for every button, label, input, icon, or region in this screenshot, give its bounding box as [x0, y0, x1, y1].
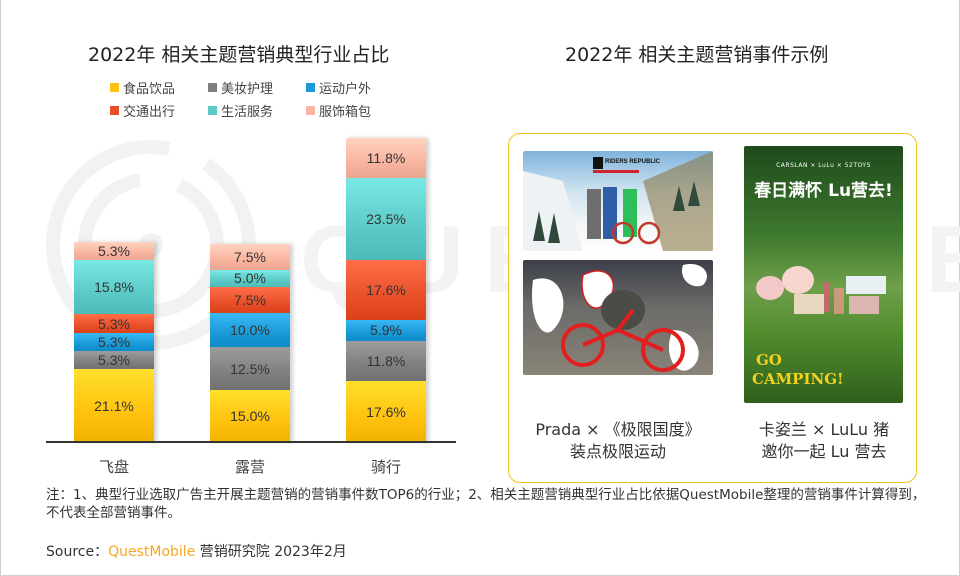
- bar-segment: 7.5%: [210, 286, 290, 313]
- legend-item: 运动户外: [306, 79, 404, 97]
- x-axis-label: 骑行: [370, 458, 401, 476]
- bar-segment: 15.0%: [210, 390, 290, 442]
- legend-label: 生活服务: [221, 105, 274, 120]
- legend-swatch-icon: [306, 83, 315, 92]
- legend-label: 美妆护理: [221, 82, 274, 97]
- legend-label: 运动户外: [319, 82, 372, 97]
- bar-segment: 7.5%: [210, 243, 290, 270]
- poster-products: [754, 266, 894, 321]
- poster-camping: CAMPING!: [752, 370, 844, 388]
- chart-legend: 食品饮品 美妆护理 运动户外交通出行 生活服务 服饰箱包: [110, 79, 410, 120]
- bar-segment: 5.3%: [74, 350, 154, 370]
- stacked-bar: 17.6% 11.8% 5.9% 17.6% 23.5% 11.8%: [346, 137, 426, 442]
- bar-segment: 12.5%: [210, 347, 290, 391]
- stacked-bar: 15.0% 12.5% 10.0% 7.5% 5.0% 7.5%: [210, 243, 290, 442]
- bar-segment: 15.8%: [74, 259, 154, 315]
- legend-item: 生活服务: [208, 102, 306, 120]
- legend-swatch-icon: [208, 106, 217, 115]
- legend-swatch-icon: [306, 106, 315, 115]
- riders-republic-logo: RIDERS REPUBLIC: [605, 159, 661, 165]
- legend-item: 服饰箱包: [306, 102, 404, 120]
- bar-segment: 10.0%: [210, 312, 290, 348]
- poster-headline: 春日满怀 Lu营去!: [754, 181, 893, 201]
- example-caption-carslan: 卡姿兰 × LuLu 猪 邀你一起 Lu 营去: [758, 420, 890, 461]
- legend-swatch-icon: [110, 106, 119, 115]
- legend-label: 食品饮品: [123, 82, 176, 97]
- carslan-lulu-poster-image: CARSLAN × LuLu × 52TOYS 春日满怀 Lu营去! GO CA…: [744, 146, 903, 403]
- bar-segment: 17.6%: [346, 259, 426, 321]
- legend-label: 服饰箱包: [319, 105, 372, 120]
- x-axis-label: 露营: [234, 458, 265, 476]
- chart-title: 2022年 相关主题营销典型行业占比: [88, 44, 390, 66]
- stacked-bar: 21.1% 5.3% 5.3% 5.3% 15.8% 5.3%: [74, 241, 154, 442]
- legend-item: 美妆护理: [208, 79, 306, 97]
- bar-segment: 17.6%: [346, 381, 426, 442]
- legend-item: 食品饮品: [110, 79, 208, 97]
- riders-republic-image: RIDERS REPUBLIC: [523, 151, 713, 251]
- prada-bike-image: [523, 260, 713, 375]
- source-suffix: 营销研究院 2023年2月: [195, 544, 347, 560]
- examples-card: RIDERS REPUBLIC CARSLAN × LuLu × 52TOYS …: [508, 133, 917, 483]
- footnote: 注：1、典型行业选取广告主开展主题营销的营销事件数TOP6的行业；2、相关主题营…: [46, 487, 926, 521]
- poster-go: GO: [756, 351, 782, 369]
- bar-segment: 23.5%: [346, 178, 426, 260]
- bar-segment: 5.3%: [74, 241, 154, 260]
- source-prefix: Source：: [46, 544, 109, 560]
- examples-title: 2022年 相关主题营销事件示例: [565, 44, 829, 66]
- legend-label: 交通出行: [123, 105, 176, 120]
- bar-segment: 11.8%: [346, 340, 426, 382]
- bar-segment: 11.8%: [346, 137, 426, 179]
- x-axis-line: [46, 441, 456, 443]
- legend-swatch-icon: [110, 83, 119, 92]
- legend-swatch-icon: [208, 83, 217, 92]
- bar-segment: 5.3%: [74, 332, 154, 351]
- bar-segment: 21.1%: [74, 369, 154, 442]
- bar-segment: 5.9%: [346, 320, 426, 341]
- stacked-bar-chart: 21.1% 5.3% 5.3% 5.3% 15.8% 5.3% 15.0% 12.5% 10.0…: [46, 120, 456, 442]
- example-caption-prada: Prada × 《极限国度》 装点极限运动: [535, 420, 701, 461]
- bar-segment: 5.3%: [74, 314, 154, 333]
- source-line: Source：QuestMobile 营销研究院 2023年2月: [46, 541, 347, 561]
- bar-segment: 5.0%: [210, 269, 290, 287]
- legend-item: 交通出行: [110, 102, 208, 120]
- poster-brands: CARSLAN × LuLu × 52TOYS: [776, 162, 871, 169]
- x-axis-label: 飞盘: [98, 458, 129, 476]
- source-brand: QuestMobile: [108, 544, 196, 560]
